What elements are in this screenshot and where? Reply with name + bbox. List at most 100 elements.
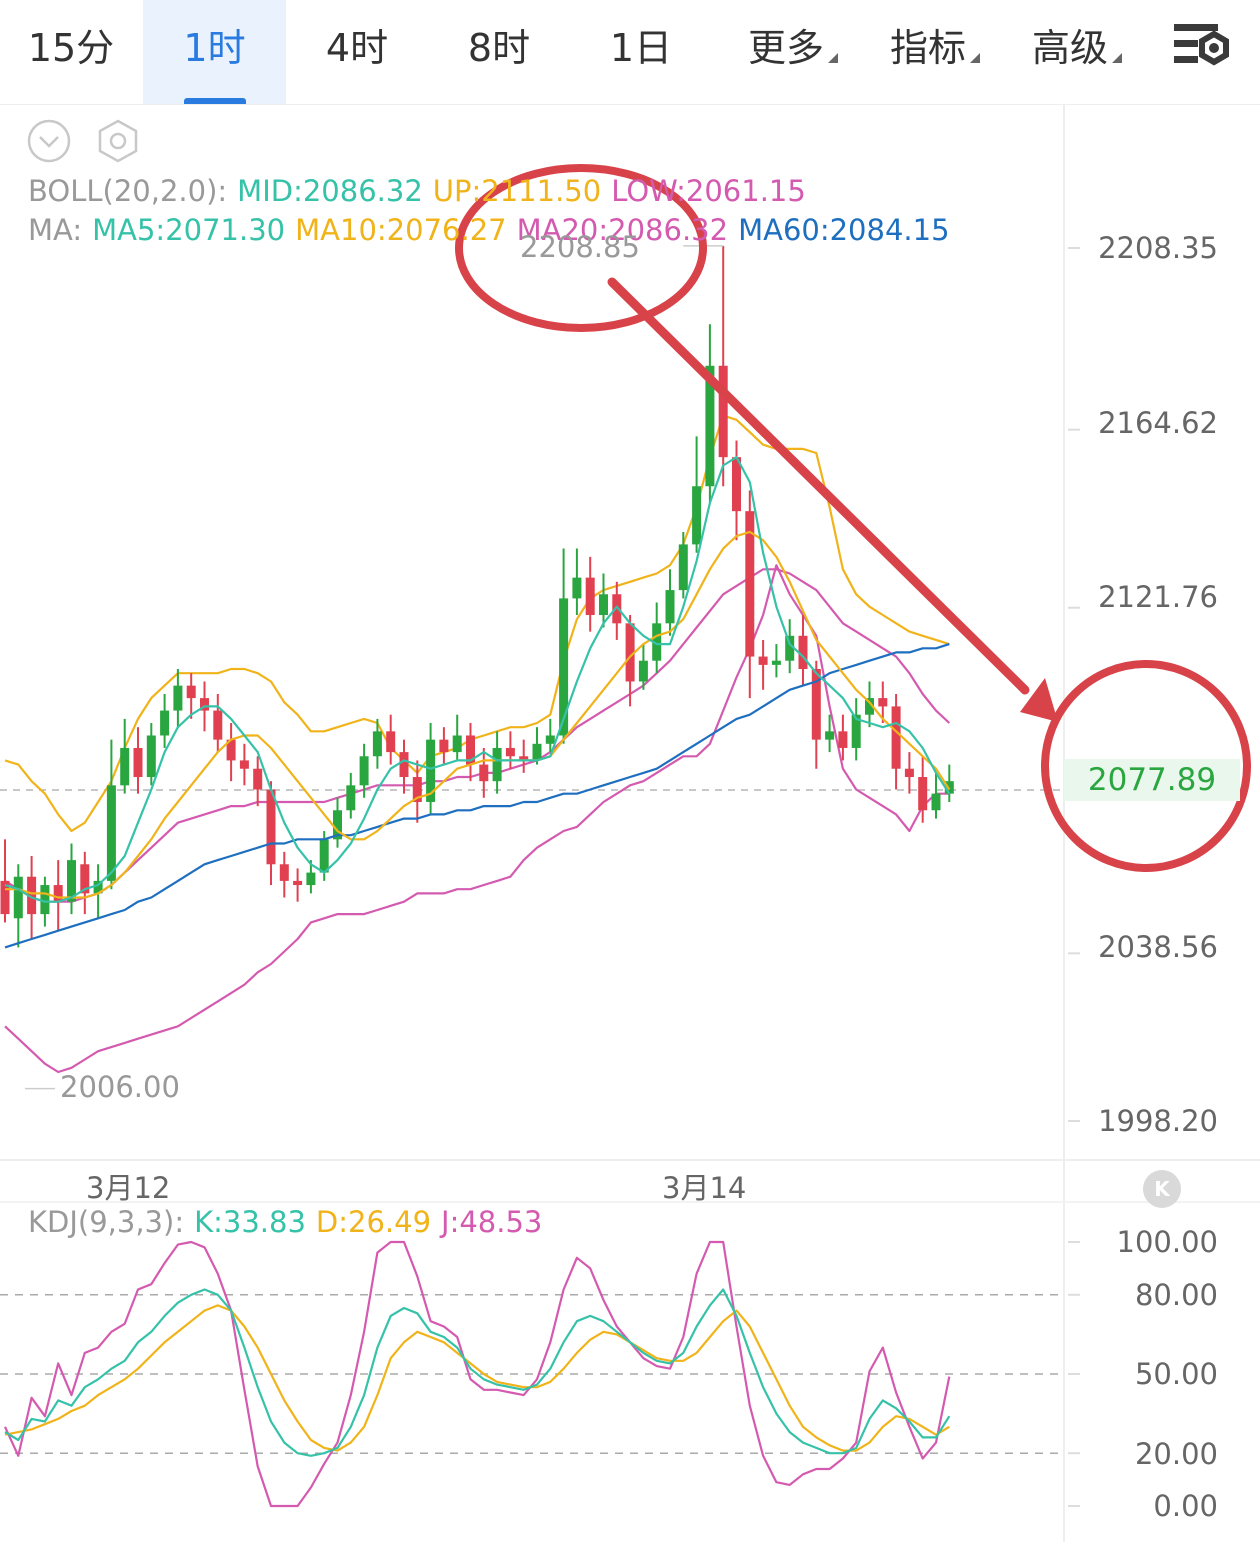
low-price-label: 2006.00 (60, 1070, 180, 1104)
candle-body (412, 777, 422, 802)
tab-advanced[interactable]: 高级 (1006, 0, 1148, 104)
tab-1hour-label: 1时 (183, 26, 246, 70)
candle-body (638, 660, 648, 682)
ma-legend-prefix: MA: (28, 213, 83, 247)
candle-body (559, 598, 569, 736)
collapse-indicators-button[interactable] (26, 118, 72, 164)
candle-body (253, 768, 263, 790)
tab-more[interactable]: 更多 (722, 0, 864, 104)
candle-body (13, 876, 23, 919)
candle-body (40, 885, 50, 915)
ma60-value: MA60:2084.15 (738, 213, 950, 247)
candle-body (279, 864, 289, 881)
candle-body (386, 731, 396, 753)
tab-4hour[interactable]: 4时 (325, 26, 389, 70)
candle-body (505, 747, 515, 757)
candle-body (333, 810, 342, 840)
candle-body (851, 714, 861, 748)
candle-body (745, 511, 755, 657)
candle-body (359, 756, 369, 786)
high-price-label: 2208.85 (520, 230, 640, 264)
kdj-legend-prefix: KDJ(9,3,3): (28, 1205, 185, 1239)
timeframe-toolbar: 15分 1时 4时 8时 1日 更多 指标 高级 (0, 0, 1260, 105)
tab-indicators[interactable]: 指标 (864, 0, 1006, 104)
candle-body (785, 635, 795, 661)
tab-15min[interactable]: 15分 (27, 26, 115, 70)
kdj-tick-label: 50.00 (1134, 1357, 1218, 1391)
candle-body (372, 731, 382, 757)
candle-body (718, 365, 728, 458)
chart-settings-icon[interactable] (1172, 20, 1236, 80)
candle-body (266, 789, 276, 865)
kdj-k-value: K:33.83 (194, 1205, 306, 1239)
kdj-j-value: J:48.53 (441, 1205, 543, 1239)
candle-body (213, 710, 223, 740)
k-line-badge[interactable]: K (1143, 1170, 1181, 1208)
boll-upper-line (4, 414, 950, 833)
candle-body (944, 781, 954, 794)
candle-body (27, 876, 37, 915)
tab-1hour[interactable]: 1时 (143, 0, 286, 104)
price-tick-label: 2121.76 (1098, 580, 1218, 614)
boll-mid-line (4, 568, 951, 903)
indicator-settings-icon[interactable] (95, 118, 141, 164)
tab-advanced-label: 高级 (1031, 26, 1108, 70)
candle-body (80, 864, 90, 894)
price-tick-label: 2208.35 (1098, 231, 1218, 265)
candle-body (106, 785, 116, 881)
target-circle-annotation (1041, 660, 1251, 872)
candle-body (599, 594, 608, 616)
candle-body (692, 486, 702, 545)
candle-body (452, 735, 462, 753)
candle-body (904, 768, 914, 778)
dropdown-caret-icon (970, 53, 980, 63)
candle-body (120, 747, 130, 786)
ma5-line (4, 456, 951, 903)
candle-body (878, 698, 888, 707)
kdj-legend: KDJ(9,3,3): K:33.83 D:26.49 J:48.53 (28, 1205, 552, 1239)
boll-lower-line (4, 564, 950, 1074)
candle-body (93, 880, 103, 894)
candle-body (426, 739, 436, 802)
candle-body (625, 623, 635, 682)
annotation-layer (455, 164, 1251, 872)
candle-body (479, 764, 489, 782)
kdj-tick-label: 0.00 (1153, 1489, 1218, 1523)
candle-body (492, 747, 502, 782)
time-tick-label: 3月12 (86, 1171, 171, 1205)
downtrend-arrow-head (1020, 678, 1058, 722)
candle-body (705, 365, 715, 487)
candle-body (186, 685, 196, 699)
dropdown-caret-icon (1112, 53, 1122, 63)
candle-body (572, 577, 582, 599)
candle-body (918, 777, 928, 811)
peak-circle-annotation (455, 164, 707, 332)
moving-averages (4, 245, 951, 1090)
candle-body (532, 743, 542, 761)
active-tab-indicator (183, 98, 246, 104)
time-tick-label: 3月14 (662, 1171, 747, 1205)
tab-1day[interactable]: 1日 (609, 26, 673, 70)
candle-body (53, 885, 63, 902)
ma-legend: MA: MA5:2071.30 MA10:2076.27 MA20:2086.32 MA… (28, 213, 960, 247)
dropdown-caret-icon (828, 53, 838, 63)
tab-8hour[interactable]: 8时 (467, 26, 531, 70)
kdj-j-line (4, 1240, 951, 1508)
price-tick-label: 2038.56 (1098, 930, 1218, 964)
bollinger-bands (4, 414, 951, 1074)
boll-legend: BOLL(20,2.0): MID:2086.32 UP:2111.50 LOW:20… (28, 174, 816, 208)
candle-body (160, 710, 170, 736)
boll-mid-value: MID:2086.32 (237, 174, 423, 208)
kdj-d-line (4, 1304, 950, 1452)
price-tick-label: 2164.62 (1098, 406, 1218, 440)
candle-body (466, 735, 475, 765)
kdj-tick-label: 20.00 (1134, 1437, 1218, 1471)
candle-body (771, 660, 781, 665)
tab-more-label: 更多 (747, 26, 824, 70)
candle-body (891, 706, 901, 769)
candle-body (200, 698, 209, 711)
ma60-line (4, 643, 950, 949)
candle-body (439, 739, 449, 753)
kdj-tick-label: 100.00 (1116, 1225, 1218, 1259)
